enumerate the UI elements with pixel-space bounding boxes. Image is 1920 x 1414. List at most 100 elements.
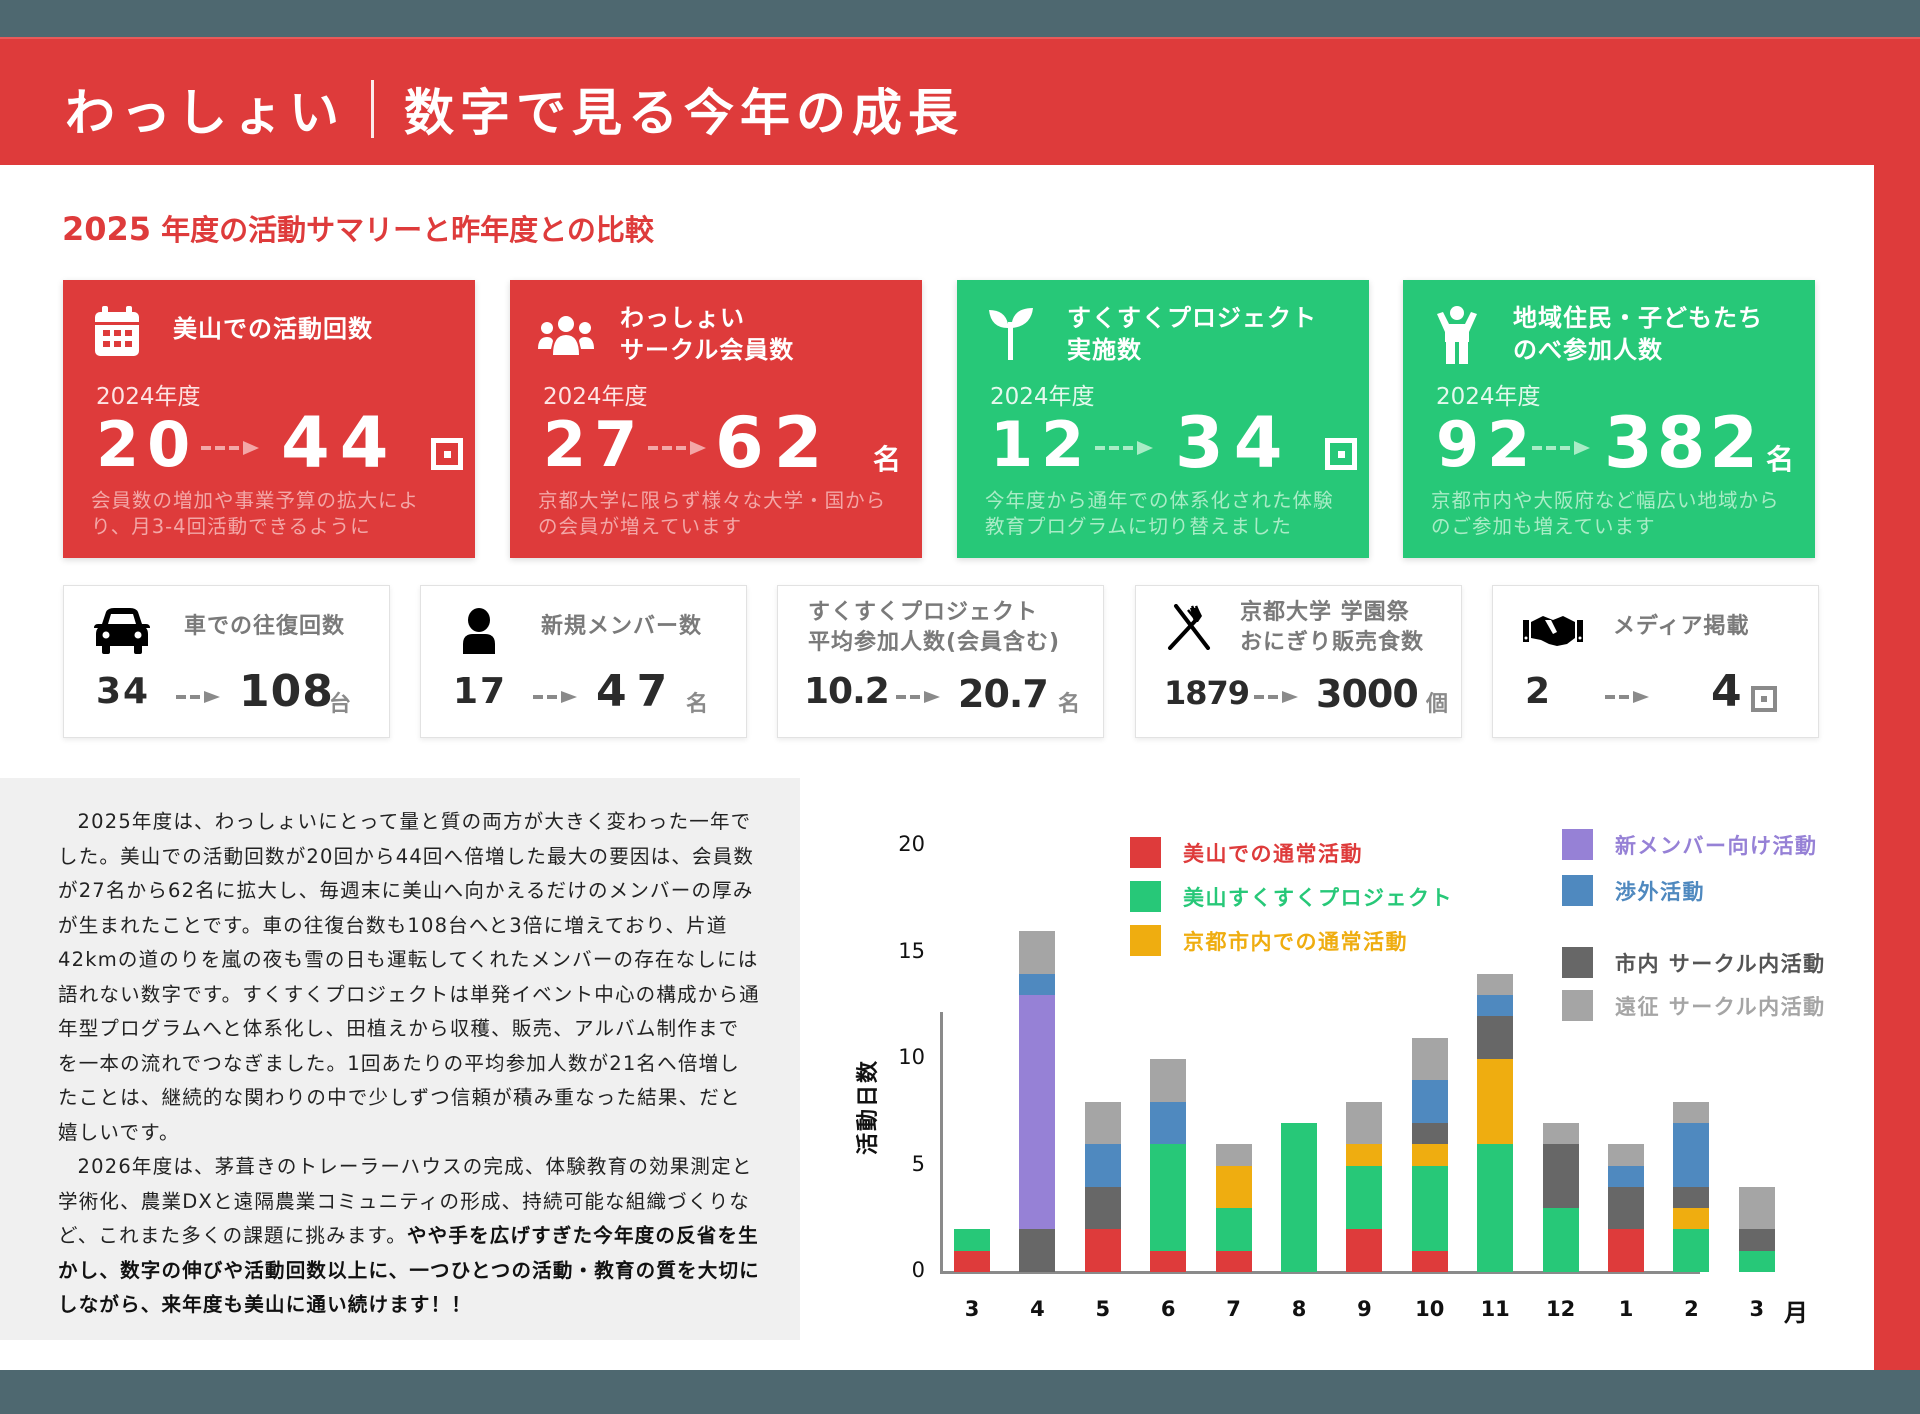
stacked-bar — [1608, 1144, 1644, 1272]
x-tick-month: 6 — [1160, 1297, 1176, 1321]
legend-swatch — [1130, 837, 1161, 868]
bar-segment — [1477, 1016, 1514, 1060]
prev-year-label: 2024年度 — [96, 384, 201, 410]
utensils-icon — [1168, 604, 1210, 650]
legend-swatch — [1130, 881, 1161, 912]
prev-year-label: 2024年度 — [543, 384, 648, 410]
handshake-icon — [1523, 616, 1583, 646]
stacked-bar — [1150, 1059, 1187, 1272]
stat-card-activity-count: 美山での活動回数 2024年度 20 44 会員数の増加や事業予算の拡大により、… — [63, 280, 475, 558]
sprout-icon — [989, 308, 1033, 360]
page-title: わっしょい 数字で見る今年の成長 — [65, 73, 964, 145]
x-tick-month: 1 — [1618, 1297, 1634, 1321]
person-icon — [463, 608, 495, 654]
card-title: すくすくプロジェクト 平均参加人数(会員含む) — [808, 598, 1060, 658]
bar-segment — [1738, 1229, 1775, 1251]
bar-segment — [1673, 1229, 1710, 1272]
monthly-activity-chart: 活動日数 月 0 5 10 15 20 3 4 5 6 7 8 9 10 11 12 1 2 3 美山での通常活動美… — [830, 785, 1870, 1375]
stacked-bar — [1738, 1186, 1775, 1272]
card-title-line1: わっしょい — [620, 304, 745, 332]
bar-segment — [1150, 1101, 1187, 1145]
stat-card-participants: 地域住民・子どもたち のべ参加人数 2024年度 92 382 名 京都市内や大… — [1403, 280, 1815, 558]
bar-segment — [1084, 1101, 1121, 1145]
prev-year-label: 2024年度 — [990, 384, 1095, 410]
legend-item: 新メンバー向け活動 — [1562, 829, 1818, 860]
unit-kai-icon — [1751, 686, 1777, 712]
stat-card-onigiri: 京都大学 学園祭 おにぎり販売食数 1879 3000 個 — [1135, 585, 1462, 738]
summary-paragraph-1: 2025年度は、わっしょいにとって量と質の両方が大きく変わった一年でした。美山で… — [58, 810, 760, 1144]
bar-segment — [1411, 1037, 1448, 1081]
bar-segment — [1738, 1186, 1775, 1230]
previous-value: 20 — [96, 408, 199, 481]
bar-segment — [1281, 1122, 1317, 1272]
content-panel: 2025 年度の活動サマリーと昨年度との比較 美山での活動回数 2024年度 2… — [0, 165, 1874, 1370]
bar-segment — [1738, 1250, 1775, 1272]
card-title-line2: サークル会員数 — [620, 336, 795, 364]
x-tick-month: 2 — [1684, 1297, 1699, 1321]
x-axis — [940, 1271, 1700, 1274]
dashed-arrow-icon — [533, 691, 577, 703]
legend-label: 京都市内での通常活動 — [1183, 929, 1408, 954]
right-accent-bar — [1874, 165, 1920, 1370]
unit-label: 名 — [1766, 443, 1795, 476]
bar-segment — [1346, 1144, 1383, 1166]
current-value: 382 — [1604, 402, 1763, 484]
x-tick-month: 3 — [1749, 1297, 1765, 1321]
prev-year-label: 2024年度 — [1436, 384, 1541, 410]
legend-swatch — [1562, 990, 1593, 1021]
current-value: 4 — [1711, 666, 1743, 717]
previous-value: 1879 — [1164, 674, 1250, 712]
y-tick: 5 — [911, 1151, 925, 1176]
stacked-bar — [954, 1229, 990, 1272]
legend-item: 美山すくすくプロジェクト — [1130, 881, 1453, 912]
bar-segment — [1411, 1165, 1448, 1251]
stacked-bar — [1346, 1101, 1383, 1272]
y-tick: 20 — [898, 832, 925, 856]
y-axis — [940, 1012, 943, 1274]
unit-label: 名 — [1058, 692, 1081, 717]
bar-segment — [1084, 1229, 1121, 1272]
previous-value: 12 — [990, 408, 1093, 481]
card-title: 車での往復回数 — [184, 614, 346, 639]
card-title: 美山での活動回数 — [173, 315, 373, 343]
header-banner: わっしょい 数字で見る今年の成長 — [0, 37, 1920, 165]
unit-label: 名 — [873, 443, 902, 476]
legend-item: 美山での通常活動 — [1130, 837, 1363, 868]
stacked-bar — [1673, 1101, 1710, 1272]
users-icon — [538, 316, 594, 355]
subtitle-year: 2025 — [62, 210, 152, 248]
unit-label: 個 — [1426, 692, 1449, 717]
x-tick-month: 7 — [1226, 1297, 1241, 1321]
dashed-arrow-icon — [1254, 691, 1298, 703]
current-value: 62 — [715, 402, 833, 484]
y-tick: 10 — [898, 1045, 925, 1069]
summary-text-block: 2025年度は、わっしょいにとって量と質の両方が大きく変わった一年でした。美山で… — [0, 778, 800, 1340]
bar-segment — [1542, 1208, 1579, 1272]
summary-paragraph-2: 2026年度は、茅葺きのトレーラーハウスの完成、体験教育の効果測定と学術化、農業… — [58, 1150, 760, 1323]
stacked-bar — [1084, 1101, 1121, 1272]
x-tick-month: 12 — [1545, 1297, 1576, 1321]
bar-segment — [954, 1229, 990, 1251]
stacked-bar — [1019, 931, 1056, 1272]
legend-label: 市内 サークル内活動 — [1615, 951, 1826, 976]
card-title-line2: のべ参加人数 — [1513, 336, 1663, 364]
bar-segment — [1608, 1186, 1644, 1230]
bar-segment — [1608, 1229, 1644, 1272]
previous-value: 27 — [543, 408, 646, 481]
bar-segment — [1542, 1144, 1579, 1209]
card-title: 新規メンバー数 — [541, 614, 703, 639]
card-note: 今年度から通年での体系化された体験教育プログラムに切り替えました — [985, 489, 1334, 538]
legend-swatch — [1562, 947, 1593, 978]
bar-segment — [1150, 1144, 1187, 1251]
legend-item: 市内 サークル内活動 — [1562, 947, 1826, 978]
stat-card-new-members: 新規メンバー数 17 47 名 — [420, 585, 747, 738]
card-note: 会員数の増加や事業予算の拡大により、月3-4回活動できるように — [91, 489, 420, 538]
bar-segment — [1215, 1165, 1252, 1209]
y-axis-label: 活動日数 — [856, 1058, 881, 1155]
y-tick: 0 — [911, 1258, 925, 1282]
bar-segment — [1673, 1208, 1710, 1230]
bar-segment — [954, 1250, 990, 1272]
bar-segment — [1150, 1250, 1187, 1272]
stat-card-car-trips: 車での往復回数 34 108 台 — [63, 585, 390, 738]
